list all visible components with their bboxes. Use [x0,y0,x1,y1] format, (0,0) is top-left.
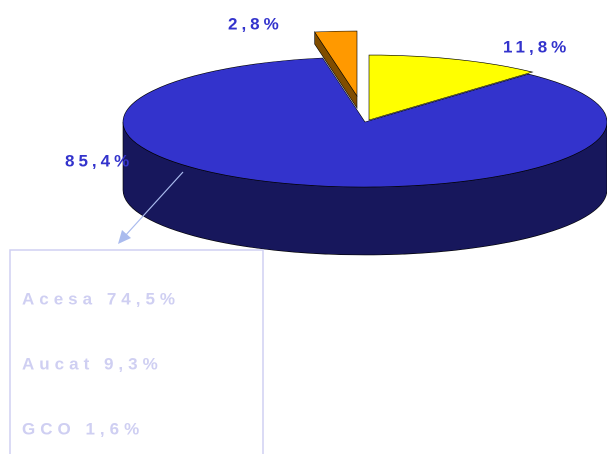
data-label: 2,8% [228,14,283,33]
slice [122,57,607,188]
data-label: 85,4% [65,151,133,170]
leader-line [124,171,184,237]
breakdown-label: Acesa 74,5% [22,289,180,308]
leader-arrow [118,230,131,244]
breakdown-label: Aucat 9,3% [22,354,163,373]
slice [314,30,358,97]
slice [368,54,534,121]
pie [122,30,607,256]
breakdown-label: GCO 1,6% [22,419,144,438]
breakdown-box [9,249,264,454]
data-label: 11,8% [503,37,570,56]
